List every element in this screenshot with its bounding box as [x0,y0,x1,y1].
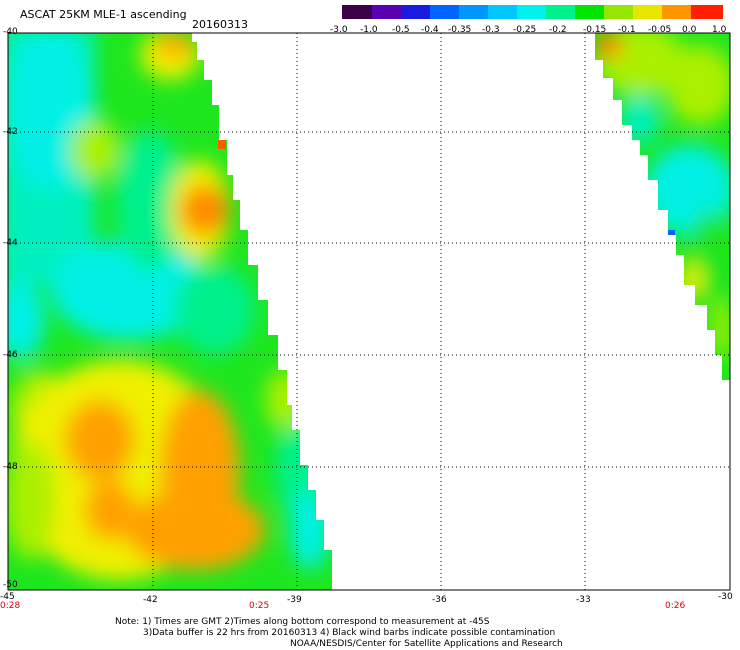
lat-label: -46 [3,350,18,360]
colorbar-swatch [575,5,604,19]
colorbar-tick: -0.5 [392,25,410,35]
footer-note-2: 3)Data buffer is 22 hrs from 20160313 4)… [143,628,556,638]
lon-label: -33 [576,595,591,605]
lon-label: -42 [143,595,158,605]
lat-label: -42 [3,127,18,137]
colorbar-tick: -1.0 [360,25,378,35]
lon-label: -36 [432,595,447,605]
colorbar-swatch [342,5,372,19]
time-label: 0:28 [0,601,21,611]
colorbar-swatch [430,5,459,19]
footer-note-1: Note: 1) Times are GMT 2)Times along bot… [115,617,490,627]
lat-label: -48 [3,462,18,472]
colorbar-swatch [488,5,517,19]
colorbar-tick: -0.2 [549,25,567,35]
map-frame [7,32,731,591]
colorbar-tick: -0.35 [448,25,472,35]
colorbar-swatch [372,5,401,19]
colorbar-swatch [662,5,691,19]
footer-credit: NOAA/NESDIS/Center for Satellite Applica… [290,639,563,649]
colorbar-tick: 0.0 [682,25,697,35]
colorbar-swatch [633,5,662,19]
colorbar-tick: -0.15 [583,25,607,35]
colorbar-tick: -3.0 [330,25,348,35]
left-swath [8,33,332,590]
lon-label: -39 [287,595,302,605]
colorbar-swatch [604,5,633,19]
colorbar-swatch [459,5,488,19]
lat-label: -40 [3,27,18,37]
colorbar-swatch [546,5,575,19]
colorbar [342,5,723,19]
lat-label: -50 [3,580,18,590]
colorbar-tick: -0.3 [482,25,500,35]
product-date: 20160313 [192,18,248,31]
colorbar-tick: -0.25 [513,25,537,35]
colorbar-tick: -0.05 [648,25,672,35]
lon-label: -45 [0,592,15,602]
colorbar-swatch [401,5,430,19]
graticule [8,33,730,590]
right-swath [595,33,730,380]
colorbar-tick: -0.4 [421,25,439,35]
time-label: 0:26 [665,601,686,611]
colorbar-tick: -0.1 [618,25,636,35]
time-label: 0:25 [249,601,270,611]
lon-label: -30 [718,592,733,602]
colorbar-swatch [517,5,546,19]
product-title: ASCAT 25KM MLE-1 ascending [20,8,187,21]
colorbar-swatch [691,5,723,19]
colorbar-tick: 1.0 [712,25,727,35]
lat-label: -44 [3,238,18,248]
